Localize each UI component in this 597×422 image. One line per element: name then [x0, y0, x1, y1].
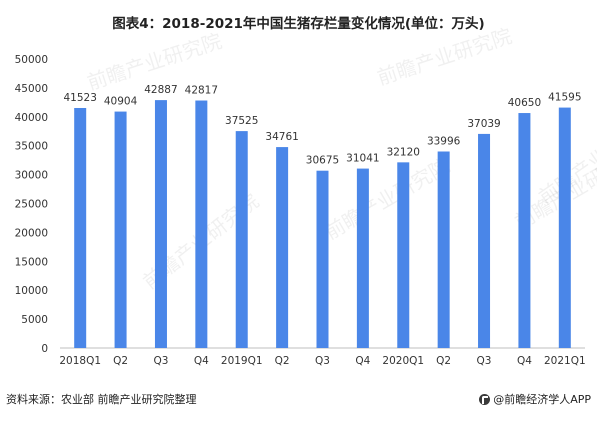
bar [195, 100, 208, 349]
data-label: 37525 [225, 115, 258, 127]
data-labels: 41523 40904 42887 42817 37525 34761 30675 31041… [63, 84, 581, 167]
y-axis: 0 5000 10000 15000 20000 25000 30000 35000 40000… [15, 54, 48, 355]
y-tick-label: 20000 [15, 227, 48, 239]
x-tick-label: 2020Q1 [382, 355, 424, 367]
bar [437, 151, 450, 348]
bar [558, 107, 571, 348]
data-label: 40650 [508, 97, 541, 109]
y-tick-label: 40000 [15, 112, 48, 124]
brand-text: @前瞻经济学人APP [493, 393, 591, 406]
bar [356, 168, 369, 348]
data-label: 42887 [144, 84, 177, 96]
y-tick-label: 30000 [15, 170, 48, 182]
bar [276, 147, 289, 348]
data-label: 37039 [467, 118, 500, 130]
data-label: 41523 [63, 92, 96, 104]
source-note: 资料来源：农业部 前瞻产业研究院整理 [6, 393, 197, 406]
x-tick-label: Q3 [153, 355, 168, 367]
y-tick-label: 25000 [15, 199, 48, 211]
watermark-text: 前瞻产业研究院 [321, 154, 454, 245]
x-tick-label: 2019Q1 [221, 355, 263, 367]
y-tick-label: 50000 [15, 54, 48, 66]
y-tick-label: 5000 [21, 314, 48, 326]
x-tick-label: Q4 [194, 355, 209, 367]
x-axis: 2018Q1 Q2 Q3 Q4 2019Q1 Q2 Q3 Q4 2020Q1 Q2 Q3 Q4 2021… [59, 347, 586, 367]
x-tick-label: Q3 [477, 355, 492, 367]
x-tick-label: Q2 [436, 355, 451, 367]
brand-logo-icon [479, 393, 491, 405]
data-label: 33996 [427, 136, 461, 148]
watermark-text: 前瞻产业研究院 [374, 24, 515, 90]
x-tick-label: Q2 [113, 355, 128, 367]
y-tick-label: 35000 [15, 141, 48, 153]
data-label: 34761 [265, 131, 298, 143]
bars [74, 100, 571, 349]
data-label: 32120 [387, 146, 420, 158]
x-tick-label: 2021Q1 [544, 355, 586, 367]
bar [235, 131, 248, 348]
x-tick-label: 2018Q1 [59, 355, 101, 367]
bar [74, 107, 87, 348]
data-label: 31041 [346, 153, 379, 165]
x-tick-label: Q2 [275, 355, 290, 367]
y-tick-label: 0 [41, 343, 48, 355]
y-tick-label: 45000 [15, 83, 48, 95]
y-tick-label: 10000 [15, 285, 48, 297]
x-tick-label: Q4 [517, 355, 532, 367]
bar [316, 170, 329, 348]
y-tick-label: 15000 [15, 256, 48, 268]
data-label: 42817 [185, 85, 218, 97]
bar [518, 113, 531, 348]
brand-credit: @前瞻经济学人APP [479, 391, 591, 407]
data-label: 41595 [548, 92, 581, 104]
bar [397, 162, 410, 348]
data-label: 30675 [306, 155, 339, 167]
x-tick-label: Q3 [315, 355, 330, 367]
bar [478, 133, 491, 348]
chart-title: 图表4：2018-2021年中国生猪存栏量变化情况(单位：万头) [112, 16, 485, 32]
data-label: 40904 [104, 96, 138, 108]
bar [154, 100, 167, 349]
x-tick-label: Q4 [355, 355, 370, 367]
bar [114, 111, 127, 348]
footer: 资料来源：农业部 前瞻产业研究院整理 @前瞻经济学人APP [6, 391, 591, 407]
